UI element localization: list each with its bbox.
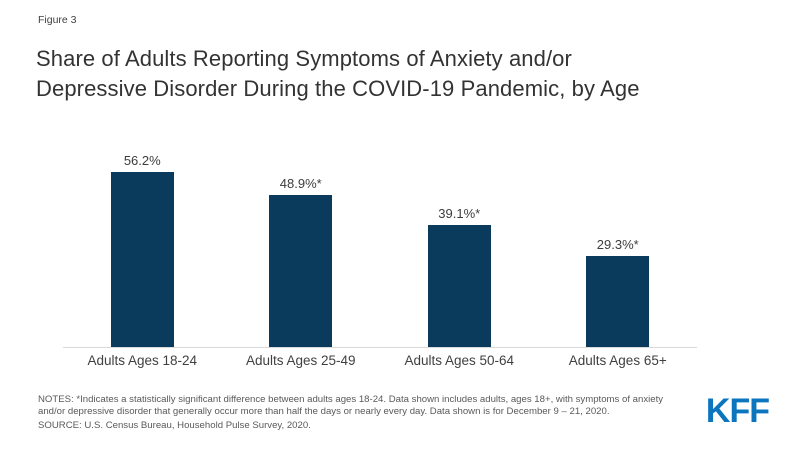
x-axis-label: Adults Ages 25-49 — [245, 353, 356, 368]
x-axis-line — [63, 347, 697, 348]
bar-value-label: 56.2% — [123, 153, 161, 168]
figure-number-label: Figure 3 — [38, 14, 77, 26]
bar — [269, 195, 333, 347]
bar-value-label: 39.1%* — [438, 206, 481, 221]
bar — [427, 225, 491, 347]
chart-title: Share of Adults Reporting Symptoms of An… — [36, 44, 781, 104]
x-axis-label: Adults Ages 65+ — [568, 353, 667, 368]
notes-line-1: NOTES: *Indicates a statistically signif… — [38, 394, 664, 405]
x-axis-label: Adults Ages 50-64 — [404, 353, 515, 368]
bar-value-label: 48.9%* — [279, 176, 322, 191]
x-axis-label: Adults Ages 18-24 — [87, 353, 198, 368]
chart-title-line-2: Depressive Disorder During the COVID-19 … — [36, 76, 640, 101]
kff-logo: KFF — [705, 392, 770, 430]
bar-value-label: 29.3%* — [596, 237, 639, 252]
notes-line-2: and/or depressive disorder that generall… — [38, 406, 610, 417]
bar — [110, 172, 174, 347]
bar — [586, 256, 650, 347]
notes-block: NOTES: *Indicates a statistically signif… — [38, 394, 688, 432]
chart-title-line-1: Share of Adults Reporting Symptoms of An… — [36, 46, 572, 71]
source-line: SOURCE: U.S. Census Bureau, Household Pu… — [38, 420, 311, 431]
